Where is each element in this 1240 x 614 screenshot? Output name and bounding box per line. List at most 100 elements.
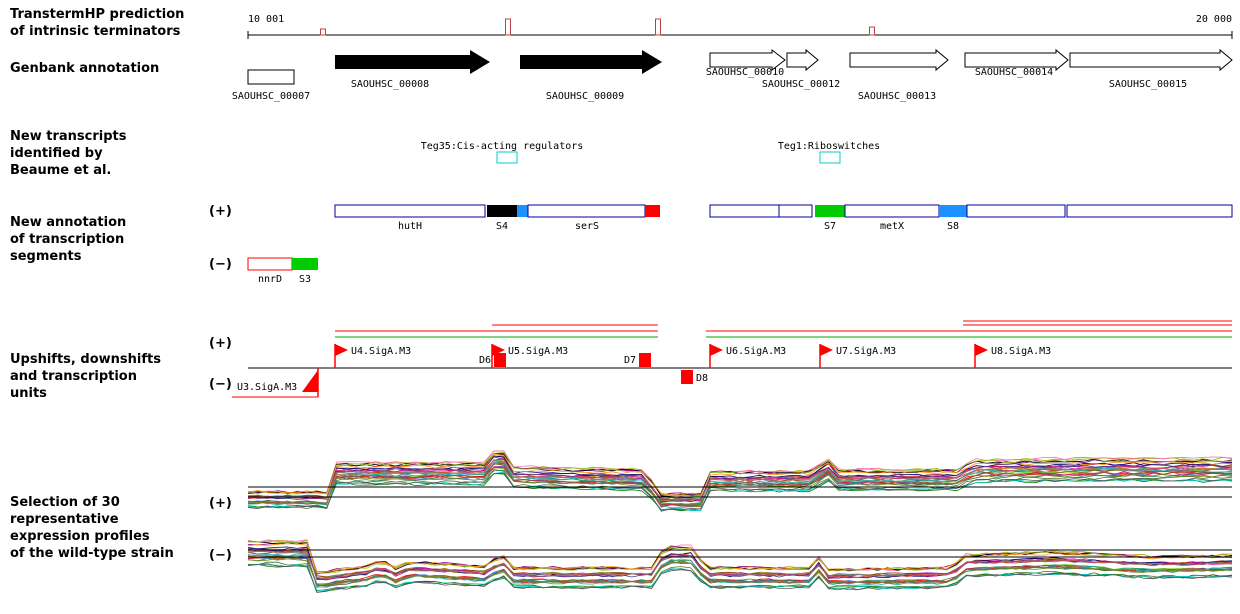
segment-label: S8 (947, 221, 959, 232)
gene-label: SAOUHSC_00009 (546, 91, 624, 102)
upshift-label: U5.SigA.M3 (508, 346, 568, 357)
shifts-track: U4.SigA.M3 U5.SigA.M3 U6.SigA.M3 U7.SigA… (232, 320, 1232, 398)
terminator-glyph (869, 26, 875, 36)
upshift-flag-u3-minus: U3.SigA.M3 (232, 368, 319, 398)
downshift-box (494, 353, 506, 367)
strand-plus-segments: (+) (209, 204, 232, 219)
segment-box (966, 204, 1066, 218)
gene-arrow (709, 48, 786, 72)
terminator-glyph (505, 18, 511, 36)
expression-minus-traces (247, 539, 1233, 593)
upshift-flag-u8: U8.SigA.M3 (974, 344, 1051, 368)
track-label-genbank: Genbank annotation (10, 61, 160, 76)
segment-box-blue (517, 205, 528, 217)
terminator-glyph (320, 28, 326, 36)
terminator-glyphs (320, 18, 875, 36)
expression-trace (247, 550, 1233, 580)
gene-label: SAOUHSC_00012 (762, 79, 840, 90)
expression-trace (247, 453, 1233, 496)
upshift-flag-u7: U7.SigA.M3 (819, 344, 896, 368)
upshift-flag-u4: U4.SigA.M3 (334, 344, 411, 368)
gene-arrow (786, 48, 819, 72)
segment-box-s3 (292, 258, 318, 270)
segment-label: S4 (496, 221, 508, 232)
downshift-d8: D8 (681, 370, 708, 384)
upshift-label: U6.SigA.M3 (726, 346, 786, 357)
expression-trace (247, 557, 1233, 586)
new-transcripts-track: Teg35:Cis-acting regulators Teg1:Riboswi… (421, 141, 880, 164)
expression-trace (247, 555, 1233, 587)
axis-start-label: 10 001 (248, 14, 284, 25)
strand-minus-segments: (−) (209, 257, 232, 272)
gene-box (247, 69, 295, 85)
gene-saouhsc-00012: SAOUHSC_00012 (762, 48, 840, 90)
transcript-label: Teg35:Cis-acting regulators (421, 141, 584, 152)
gene-arrow (335, 50, 490, 74)
upshift-flag-u6: U6.SigA.M3 (709, 344, 786, 368)
segment-box-s4 (487, 205, 517, 217)
expression-trace (247, 460, 1233, 501)
expression-trace (247, 456, 1233, 503)
segment-box-red (645, 205, 660, 217)
track-label-transterm: TranstermHP prediction of intrinsic term… (10, 7, 185, 39)
gene-arrow (1069, 48, 1233, 72)
track-label-segments: New annotation of transcription segments (10, 215, 127, 264)
segment-label: S3 (299, 274, 311, 285)
expression-trace (247, 543, 1233, 573)
segment-box (709, 204, 813, 218)
segment-box-s8 (939, 205, 967, 217)
segment-label: serS (575, 221, 599, 232)
upshift-label: U7.SigA.M3 (836, 346, 896, 357)
transcript-label: Teg1:Riboswitches (778, 141, 880, 152)
downshift-label: D7 (624, 355, 636, 366)
segment-box-sers (527, 204, 646, 218)
flag-pennant (820, 344, 833, 356)
upshift-label: U8.SigA.M3 (991, 346, 1051, 357)
flag-pennant (302, 370, 318, 392)
gene-saouhsc-00014: SAOUHSC_00014 (964, 48, 1069, 78)
terminator-glyph (655, 18, 661, 36)
gene-label: SAOUHSC_00014 (975, 67, 1053, 78)
downshift-d6: D6 (479, 353, 506, 367)
gene-saouhsc-00013: SAOUHSC_00013 (849, 48, 949, 102)
gene-arrow (964, 48, 1069, 72)
track-label-profiles: Selection of 30 representative expressio… (10, 495, 174, 561)
gene-label: SAOUHSC_00007 (232, 91, 310, 102)
downshift-box (681, 370, 693, 384)
gene-label: SAOUHSC_00010 (706, 67, 784, 78)
downshift-label: D8 (696, 373, 708, 384)
flag-pennant (975, 344, 988, 356)
transcript-box-teg1 (819, 151, 841, 164)
track-label-transcripts: New transcripts identified by Beaume et … (10, 129, 127, 178)
segments-plus-track: hutH S4 serS S7 metX S8 (334, 204, 1233, 232)
expression-trace (247, 563, 1233, 593)
flag-pennant (335, 344, 348, 356)
expression-trace (247, 548, 1233, 579)
gene-saouhsc-00007: SAOUHSC_00007 (232, 69, 310, 102)
gene-label: SAOUHSC_00008 (351, 79, 429, 90)
segments-minus-track: nnrD S3 (247, 257, 318, 285)
upshift-label: U3.SigA.M3 (237, 382, 297, 393)
downshift-label: D6 (479, 355, 491, 366)
expression-plus-traces (247, 450, 1233, 512)
expression-trace (247, 472, 1233, 512)
segment-box-s7 (815, 205, 845, 217)
genbank-track: SAOUHSC_00007 SAOUHSC_00008 SAOUHSC_0000… (232, 48, 1233, 102)
flag-pennant (710, 344, 723, 356)
expression-trace (247, 451, 1233, 498)
gene-arrow (520, 50, 662, 74)
upshift-label: U4.SigA.M3 (351, 346, 411, 357)
segment-label: metX (880, 221, 904, 232)
segment-label: S7 (824, 221, 836, 232)
segment-box-huth (334, 204, 486, 218)
downshift-box (639, 353, 651, 367)
gene-saouhsc-00008: SAOUHSC_00008 (335, 50, 490, 90)
axis-end-label: 20 000 (1196, 14, 1232, 25)
gene-label: SAOUHSC_00013 (858, 91, 936, 102)
segment-box (1066, 204, 1233, 218)
gene-saouhsc-00010: SAOUHSC_00010 (706, 48, 786, 78)
track-label-shifts: Upshifts, downshifts and transcription u… (10, 352, 161, 401)
expression-trace (247, 463, 1233, 508)
